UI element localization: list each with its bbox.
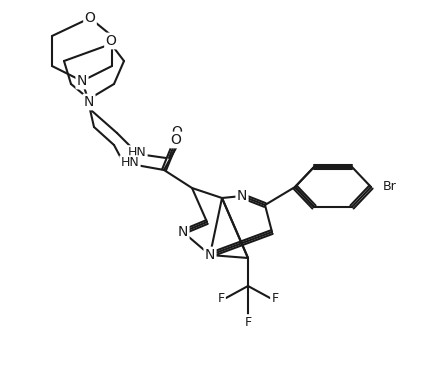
Text: O: O: [170, 133, 181, 147]
Text: HN: HN: [120, 156, 139, 169]
Text: F: F: [244, 316, 251, 328]
Text: O: O: [84, 11, 95, 25]
Text: N: N: [77, 74, 87, 88]
Text: N: N: [204, 248, 215, 262]
Text: F: F: [271, 291, 278, 304]
Text: N: N: [236, 189, 247, 203]
Text: O: O: [105, 34, 116, 48]
Text: O: O: [171, 125, 182, 139]
Text: N: N: [83, 95, 94, 109]
Text: N: N: [177, 225, 188, 239]
Text: HN: HN: [127, 147, 146, 159]
Text: Br: Br: [382, 181, 396, 193]
Text: F: F: [217, 291, 224, 304]
